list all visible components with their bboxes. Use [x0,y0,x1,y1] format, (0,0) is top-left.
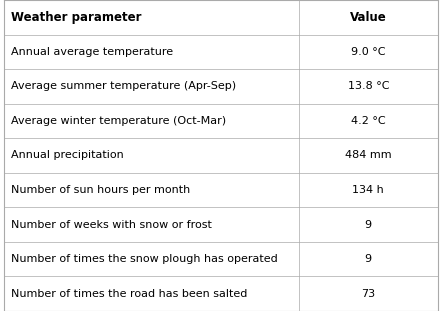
Text: Weather parameter: Weather parameter [11,11,141,24]
Text: 4.2 °C: 4.2 °C [351,116,385,126]
Text: 484 mm: 484 mm [345,151,392,160]
Text: Number of times the road has been salted: Number of times the road has been salted [11,289,248,299]
Text: 9.0 °C: 9.0 °C [351,47,385,57]
Text: Annual precipitation: Annual precipitation [11,151,124,160]
Text: Annual average temperature: Annual average temperature [11,47,173,57]
Text: Average winter temperature (Oct-Mar): Average winter temperature (Oct-Mar) [11,116,226,126]
Text: Value: Value [350,11,387,24]
Text: 9: 9 [365,254,372,264]
Text: Number of weeks with snow or frost: Number of weeks with snow or frost [11,220,212,230]
Text: 13.8 °C: 13.8 °C [347,81,389,91]
Text: 9: 9 [365,220,372,230]
Text: 73: 73 [361,289,375,299]
Text: Number of sun hours per month: Number of sun hours per month [11,185,191,195]
Text: 134 h: 134 h [352,185,384,195]
Text: Average summer temperature (Apr-Sep): Average summer temperature (Apr-Sep) [11,81,236,91]
Text: Number of times the snow plough has operated: Number of times the snow plough has oper… [11,254,278,264]
